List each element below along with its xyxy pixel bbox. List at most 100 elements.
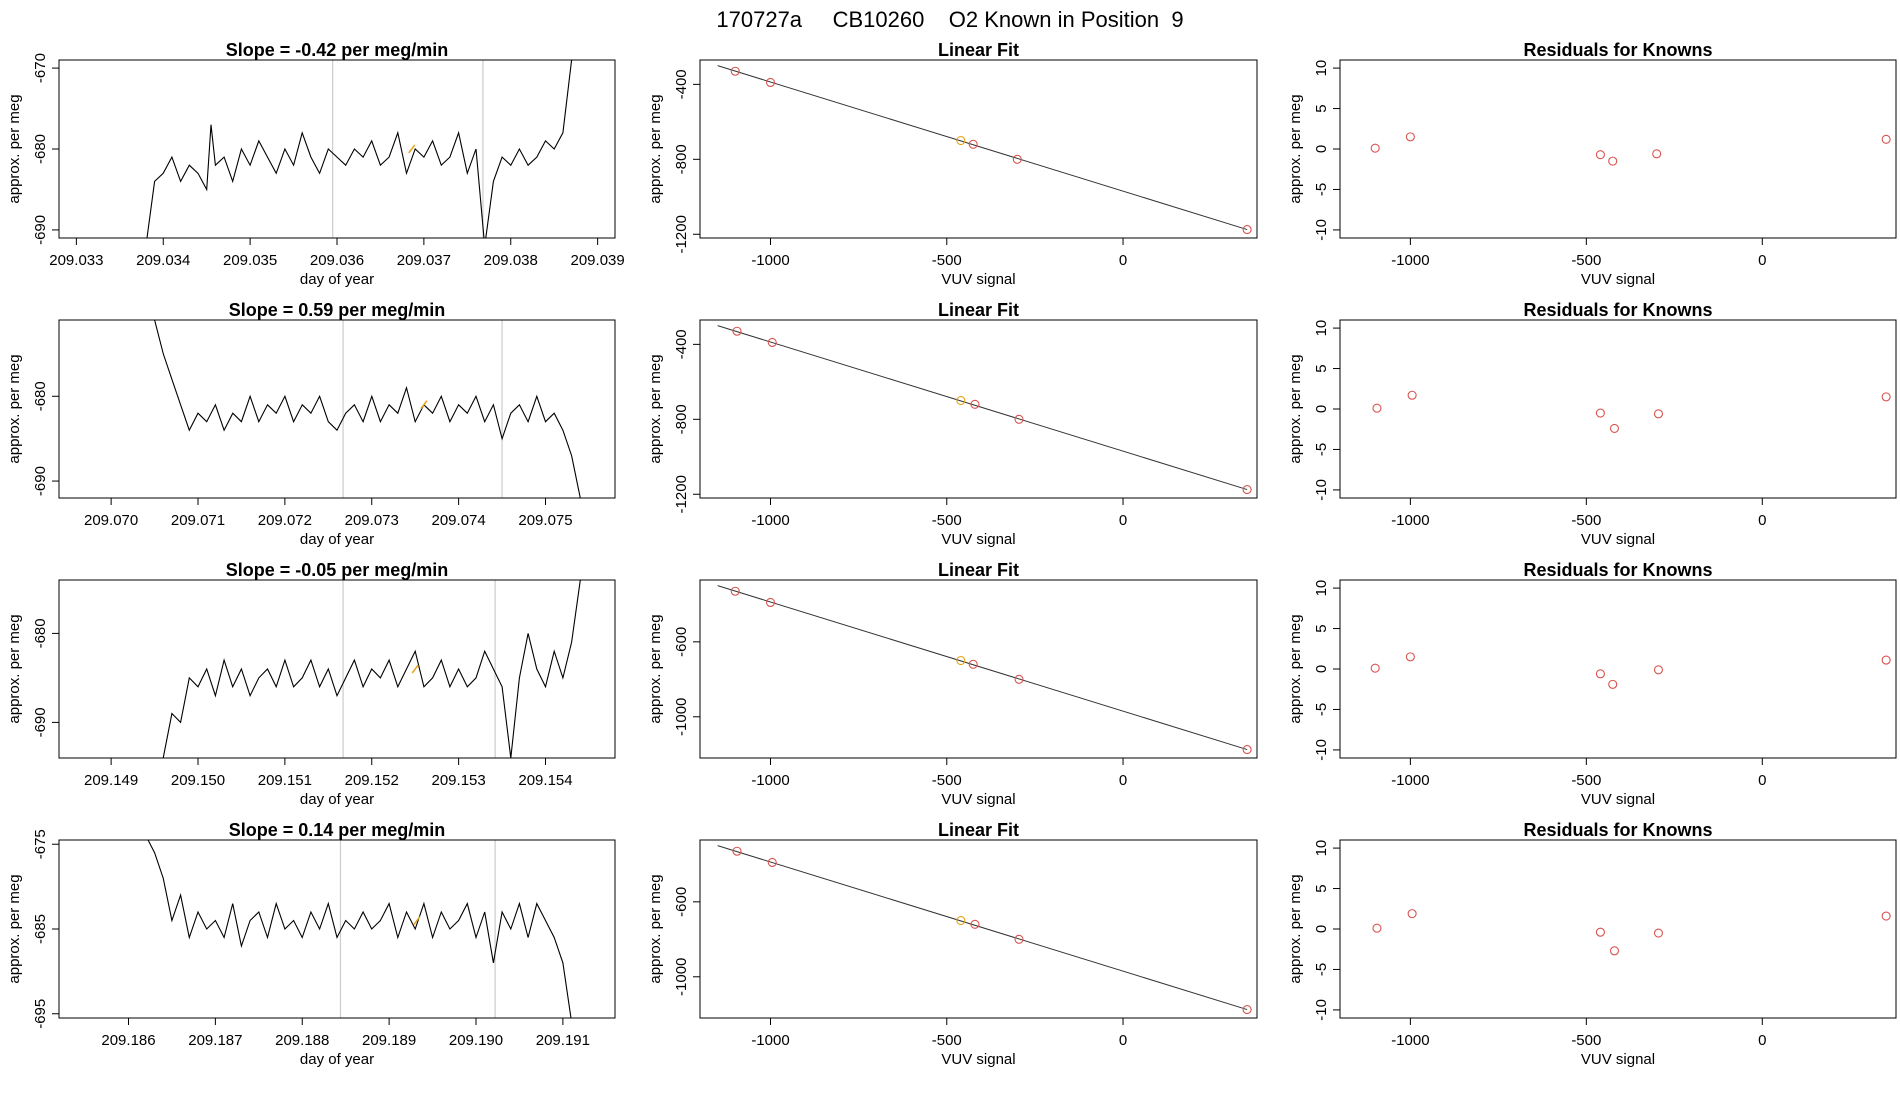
x-tick-label: 209.037 [397, 252, 451, 269]
fit-line [717, 585, 1248, 751]
plot-frame [58, 579, 616, 759]
y-tick-label: 0 [1313, 925, 1330, 933]
x-axis-label: day of year [300, 271, 374, 288]
data-point [1407, 909, 1417, 919]
x-tick-label: -500 [1571, 772, 1601, 789]
y-axis-label: approx. per meg [647, 614, 664, 723]
plot-data [717, 585, 1252, 755]
x-axis-label: day of year [300, 791, 374, 808]
data-point [970, 919, 980, 929]
y-tick-label: -1200 [673, 215, 690, 253]
x-tick-label: -1000 [751, 1032, 789, 1049]
x-tick-label: 209.075 [518, 512, 572, 529]
data-point [970, 399, 980, 409]
y-tick-label: 0 [1313, 145, 1330, 153]
x-tick-label: -500 [1571, 252, 1601, 269]
highlight-mark [420, 400, 428, 410]
x-axis-label: day of year [300, 531, 374, 548]
y-tick-label: -690 [32, 707, 49, 737]
data-point [767, 857, 777, 868]
y-tick-label: -690 [32, 215, 49, 245]
y-tick-label: -685 [32, 914, 49, 944]
y-tick-label: -10 [1313, 219, 1330, 241]
panel-linear-fit-1: -1000 -500 0 -400 -800 -1200 Linear Fit VUV sig… [647, 40, 1258, 288]
data-point [1242, 225, 1252, 235]
y-tick-label: 5 [1313, 624, 1330, 632]
x-tick-label: -500 [932, 252, 962, 269]
data-point [1608, 156, 1618, 166]
data-point [1014, 674, 1024, 684]
data-point [1595, 669, 1605, 679]
plot-data [1370, 132, 1891, 166]
data-point [956, 136, 966, 146]
data-point [1405, 132, 1415, 142]
data-point [765, 597, 776, 608]
x-tick-label: -1000 [751, 252, 789, 269]
data-point [732, 846, 742, 856]
y-tick-label: -10 [1313, 999, 1330, 1021]
x-axis-label: VUV signal [941, 791, 1015, 808]
panel-title: Slope = -0.05 per meg/min [226, 560, 449, 580]
panel-title: Linear Fit [938, 300, 1019, 320]
data-point [1652, 149, 1662, 159]
figure-title: 170727a CB10260 O2 Known in Position 9 [716, 7, 1183, 32]
x-tick-label: -1000 [1391, 252, 1429, 269]
plot-frame [699, 839, 1258, 1019]
y-tick-label: -400 [673, 69, 690, 99]
panel-title: Slope = 0.14 per meg/min [229, 820, 446, 840]
y-tick-label: -1200 [673, 475, 690, 513]
data-point [1653, 665, 1664, 675]
y-axis-label: approx. per meg [1287, 614, 1304, 723]
highlight-mark [408, 144, 416, 154]
x-tick-label: 209.036 [310, 252, 364, 269]
data-point [767, 337, 777, 348]
y-tick-label: -690 [32, 466, 49, 496]
series-line [162, 580, 581, 758]
series-line [146, 60, 573, 238]
x-axis-label: VUV signal [1581, 531, 1655, 548]
y-tick-label: 10 [1313, 580, 1330, 597]
y-tick-label: -680 [32, 618, 49, 648]
data-point [1370, 663, 1380, 673]
x-axis-label: VUV signal [941, 1051, 1015, 1068]
panel-title: Residuals for Knowns [1523, 40, 1712, 60]
x-tick-label: 209.154 [518, 772, 572, 789]
panel-residuals-1: -1000 -500 0 10 5 0 -5 -10 Residuals for Knowns V… [1287, 40, 1897, 288]
data-point [1881, 655, 1891, 665]
y-tick-label: -600 [673, 627, 690, 657]
data-point [1242, 745, 1252, 755]
y-tick-label: -695 [32, 999, 49, 1029]
x-tick-label: -500 [932, 512, 962, 529]
data-point [1014, 934, 1024, 944]
x-tick-label: 0 [1119, 512, 1127, 529]
x-tick-label: -500 [932, 1032, 962, 1049]
y-tick-label: -1000 [673, 958, 690, 996]
y-tick-label: -400 [673, 329, 690, 359]
highlight-mark [413, 916, 421, 925]
plot-frame [699, 579, 1258, 759]
panel-title: Linear Fit [938, 40, 1019, 60]
y-tick-label: 0 [1313, 405, 1330, 413]
x-tick-label: 0 [1758, 1032, 1766, 1049]
data-point [1014, 414, 1024, 424]
x-axis-label: VUV signal [1581, 1051, 1655, 1068]
panel-title: Residuals for Knowns [1523, 820, 1712, 840]
x-tick-label: 209.186 [101, 1032, 155, 1049]
x-axis-label: VUV signal [1581, 271, 1655, 288]
y-tick-label: 10 [1313, 320, 1330, 337]
y-tick-label: -5 [1313, 703, 1330, 716]
data-point [1242, 485, 1252, 495]
y-axis-label: approx. per meg [1287, 94, 1304, 203]
panel-timeseries-2: 209.070 209.071 209.072 209.073 209.074 209.0… [6, 300, 616, 548]
plot-data [146, 60, 573, 238]
y-axis-label: approx. per meg [647, 354, 664, 463]
plot-data [717, 845, 1252, 1015]
data-point [1405, 652, 1415, 662]
y-tick-label: -10 [1313, 739, 1330, 761]
x-axis-label: VUV signal [941, 271, 1015, 288]
panel-title: Linear Fit [938, 560, 1019, 580]
x-tick-label: -1000 [1391, 1032, 1429, 1049]
y-tick-label: -1000 [673, 698, 690, 736]
x-axis-label: VUV signal [1581, 791, 1655, 808]
